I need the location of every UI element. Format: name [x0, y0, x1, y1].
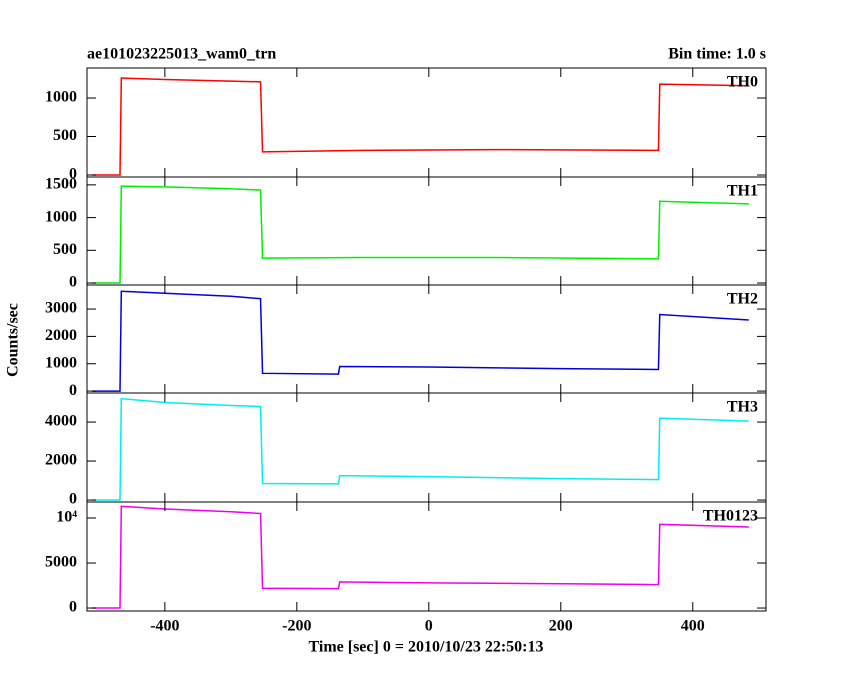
y-tick-label: 1000	[45, 89, 77, 106]
y-tick-label: 4000	[45, 413, 77, 430]
y-tick-label: 3000	[45, 300, 77, 317]
y-tick-label: 0	[69, 274, 77, 291]
y-tick-label: 1000	[45, 354, 77, 371]
panel-frame	[86, 501, 767, 612]
y-tick-label: 5000	[45, 554, 77, 571]
x-tick-label: 400	[681, 618, 705, 635]
x-tick-label: 0	[425, 618, 433, 635]
series-line	[92, 397, 749, 501]
panel-frame	[86, 392, 767, 503]
chart-title: ae101023225013_wam0_trn	[87, 46, 276, 63]
bin-time: Bin time: 1.0 s	[668, 46, 766, 63]
y-tick-label: 500	[53, 241, 77, 258]
series-line	[92, 290, 749, 392]
y-tick-label: 1000	[45, 208, 77, 225]
x-axis-label: Time [sec] 0 = 2010/10/23 22:50:13	[308, 639, 543, 656]
y-tick-label: 500	[53, 127, 77, 144]
y-tick-label: 2000	[45, 327, 77, 344]
y-tick-label: 0	[69, 599, 77, 616]
y-tick-label: 0	[69, 491, 77, 508]
series-line	[92, 505, 749, 609]
series-label: TH1	[727, 183, 758, 200]
y-tick-label: 0	[69, 166, 77, 183]
series-label: TH3	[727, 399, 758, 416]
y-tick-label: 10⁴	[56, 509, 77, 526]
panel-frame	[86, 176, 767, 286]
series-label: TH2	[727, 291, 758, 308]
series-label: TH0123	[703, 508, 758, 525]
series-line	[92, 185, 749, 284]
series-line	[92, 77, 749, 176]
y-axis-label: Counts/sec	[5, 303, 22, 377]
y-tick-label: 1500	[45, 176, 77, 193]
y-tick-label: 0	[69, 382, 77, 399]
x-tick-label: -400	[150, 618, 179, 635]
series-label: TH0	[727, 74, 758, 91]
panel-frame	[86, 284, 767, 394]
x-tick-label: 200	[549, 618, 573, 635]
x-tick-label: -200	[282, 618, 311, 635]
y-tick-label: 2000	[45, 452, 77, 469]
